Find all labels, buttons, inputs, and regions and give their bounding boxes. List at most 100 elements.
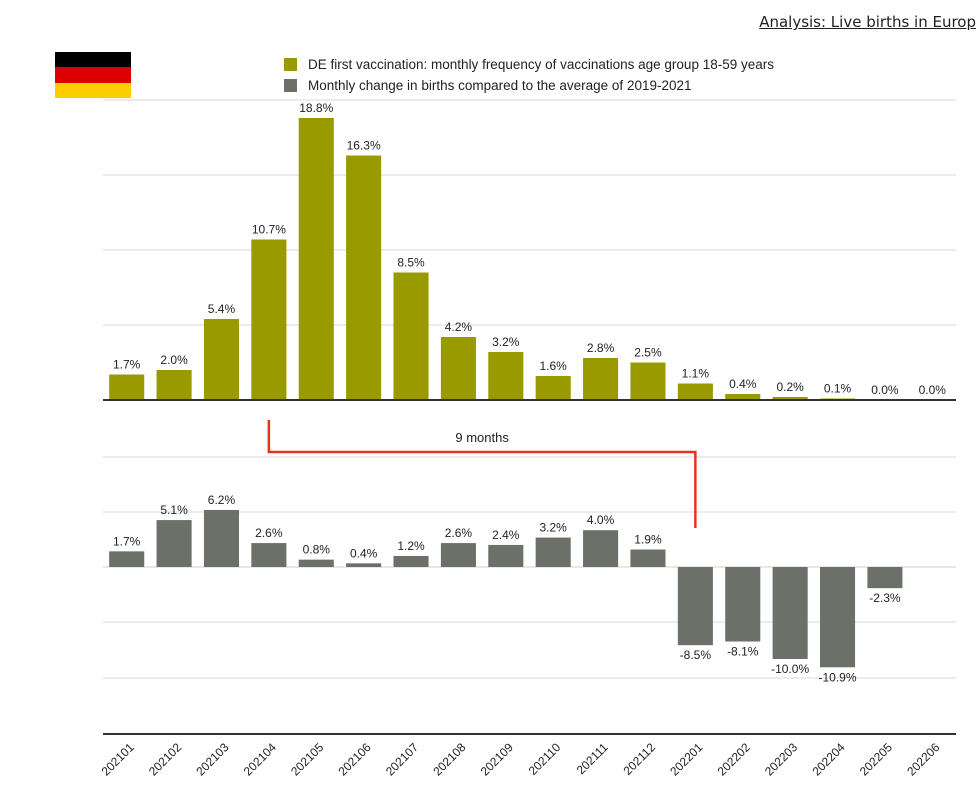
vaccination-value-label: 3.2% (492, 335, 520, 349)
annotation-bracket (267, 420, 697, 528)
legend-item-vaccination: DE first vaccination: monthly frequency … (284, 54, 774, 75)
legend-item-births: Monthly change in births compared to the… (284, 75, 774, 96)
x-tick-label: 202102 (146, 740, 184, 778)
vaccination-value-label: 0.0% (919, 383, 947, 397)
x-tick-label: 202105 (288, 740, 326, 778)
births-bar (535, 537, 571, 567)
vaccination-value-label: 0.2% (776, 380, 804, 394)
x-tick-label: 202107 (383, 740, 421, 778)
vaccination-bar (393, 272, 429, 400)
births-value-label: 6.2% (208, 493, 236, 507)
births-value-label: -8.5% (680, 648, 712, 662)
chart-legend: DE first vaccination: monthly frequency … (284, 54, 774, 96)
germany-flag (55, 52, 131, 98)
x-tick-label: 202201 (667, 740, 705, 778)
x-tick-label: 202106 (336, 740, 374, 778)
flag-stripe-gold (55, 82, 131, 98)
births-bar (298, 559, 334, 567)
vaccination-value-label: 16.3% (347, 139, 381, 153)
legend-swatch-vaccination (284, 58, 297, 71)
births-value-label: -8.1% (727, 645, 759, 659)
vaccination-bar (677, 383, 713, 400)
vaccination-value-label: 0.0% (871, 383, 899, 397)
vaccination-value-label: 5.4% (208, 302, 236, 316)
vaccination-bar (203, 319, 240, 400)
vaccination-bar (772, 397, 808, 400)
vaccination-bar (346, 155, 382, 400)
births-bar (488, 544, 524, 567)
vaccination-bar (109, 374, 145, 400)
births-bar (772, 567, 808, 659)
births-bar (203, 509, 240, 567)
vaccination-value-label: 0.1% (824, 382, 852, 396)
births-bar (819, 567, 856, 668)
births-bar (867, 567, 903, 589)
flag-stripe-red (55, 67, 131, 83)
vaccination-value-label: 0.4% (729, 377, 757, 391)
vaccination-value-label: 1.7% (113, 358, 141, 372)
births-bar (251, 543, 287, 567)
vaccination-value-label: 4.2% (445, 320, 473, 334)
births-bar (109, 551, 145, 567)
vaccination-bar (488, 352, 524, 400)
vaccination-value-label: 18.8% (299, 101, 333, 115)
births-value-label: 1.9% (634, 533, 662, 547)
births-value-label: -10.0% (771, 662, 809, 676)
x-tick-label: 202109 (478, 740, 516, 778)
vaccination-bar (156, 370, 192, 400)
births-bar (677, 567, 713, 646)
vaccination-value-label: 2.8% (587, 341, 615, 355)
vaccination-value-label: 2.5% (634, 346, 662, 360)
births-value-label: 2.4% (492, 528, 520, 542)
x-tick-label: 202104 (241, 740, 279, 778)
x-tick-label: 202112 (621, 740, 659, 778)
vaccination-value-label: 2.0% (160, 353, 188, 367)
analysis-link[interactable]: Analysis: Live births in Europ (759, 13, 976, 31)
births-value-label: -2.3% (869, 591, 901, 605)
x-tick-label: 202204 (809, 740, 847, 778)
vaccination-bar (298, 118, 334, 400)
births-value-label: 4.0% (587, 513, 615, 527)
x-tick-label: 202203 (762, 740, 800, 778)
vaccination-value-label: 1.1% (682, 367, 710, 381)
births-value-label: 5.1% (160, 503, 188, 517)
vaccination-bar (583, 358, 619, 400)
flag-stripe-black (55, 52, 131, 68)
births-value-label: 1.2% (397, 539, 425, 553)
births-bar (393, 555, 429, 567)
x-tick-label: 202110 (526, 740, 564, 778)
vaccination-bar (725, 394, 761, 400)
births-bar (725, 567, 761, 642)
births-bar (440, 543, 476, 567)
births-bar (346, 563, 382, 567)
x-tick-label: 202202 (715, 740, 753, 778)
x-tick-label: 202206 (904, 740, 942, 778)
births-value-label: 0.8% (303, 543, 331, 557)
vaccination-bar (440, 337, 476, 400)
births-value-label: 2.6% (445, 526, 473, 540)
legend-label-vaccination: DE first vaccination: monthly frequency … (308, 57, 774, 72)
x-tick-label: 202101 (99, 740, 137, 778)
vaccination-bar (630, 362, 666, 400)
vaccination-bar (535, 376, 571, 400)
vaccination-value-label: 8.5% (397, 256, 425, 270)
births-value-label: 2.6% (255, 526, 283, 540)
births-bar (583, 530, 619, 567)
x-tick-label: 202108 (430, 740, 468, 778)
x-tick-label: 202205 (857, 740, 895, 778)
legend-swatch-births (284, 79, 297, 92)
legend-label-births: Monthly change in births compared to the… (308, 78, 692, 93)
vaccination-value-label: 10.7% (252, 223, 286, 237)
births-bar (630, 549, 666, 567)
births-value-label: -10.9% (819, 670, 857, 684)
births-value-label: 3.2% (540, 521, 568, 535)
births-bar (156, 520, 192, 567)
vaccination-bar (251, 239, 287, 400)
annotation-label: 9 months (455, 430, 509, 445)
births-value-label: 0.4% (350, 546, 378, 560)
x-tick-label: 202103 (193, 740, 231, 778)
births-value-label: 1.7% (113, 534, 141, 548)
vaccination-value-label: 1.6% (540, 359, 568, 373)
x-tick-label: 202111 (574, 740, 611, 777)
